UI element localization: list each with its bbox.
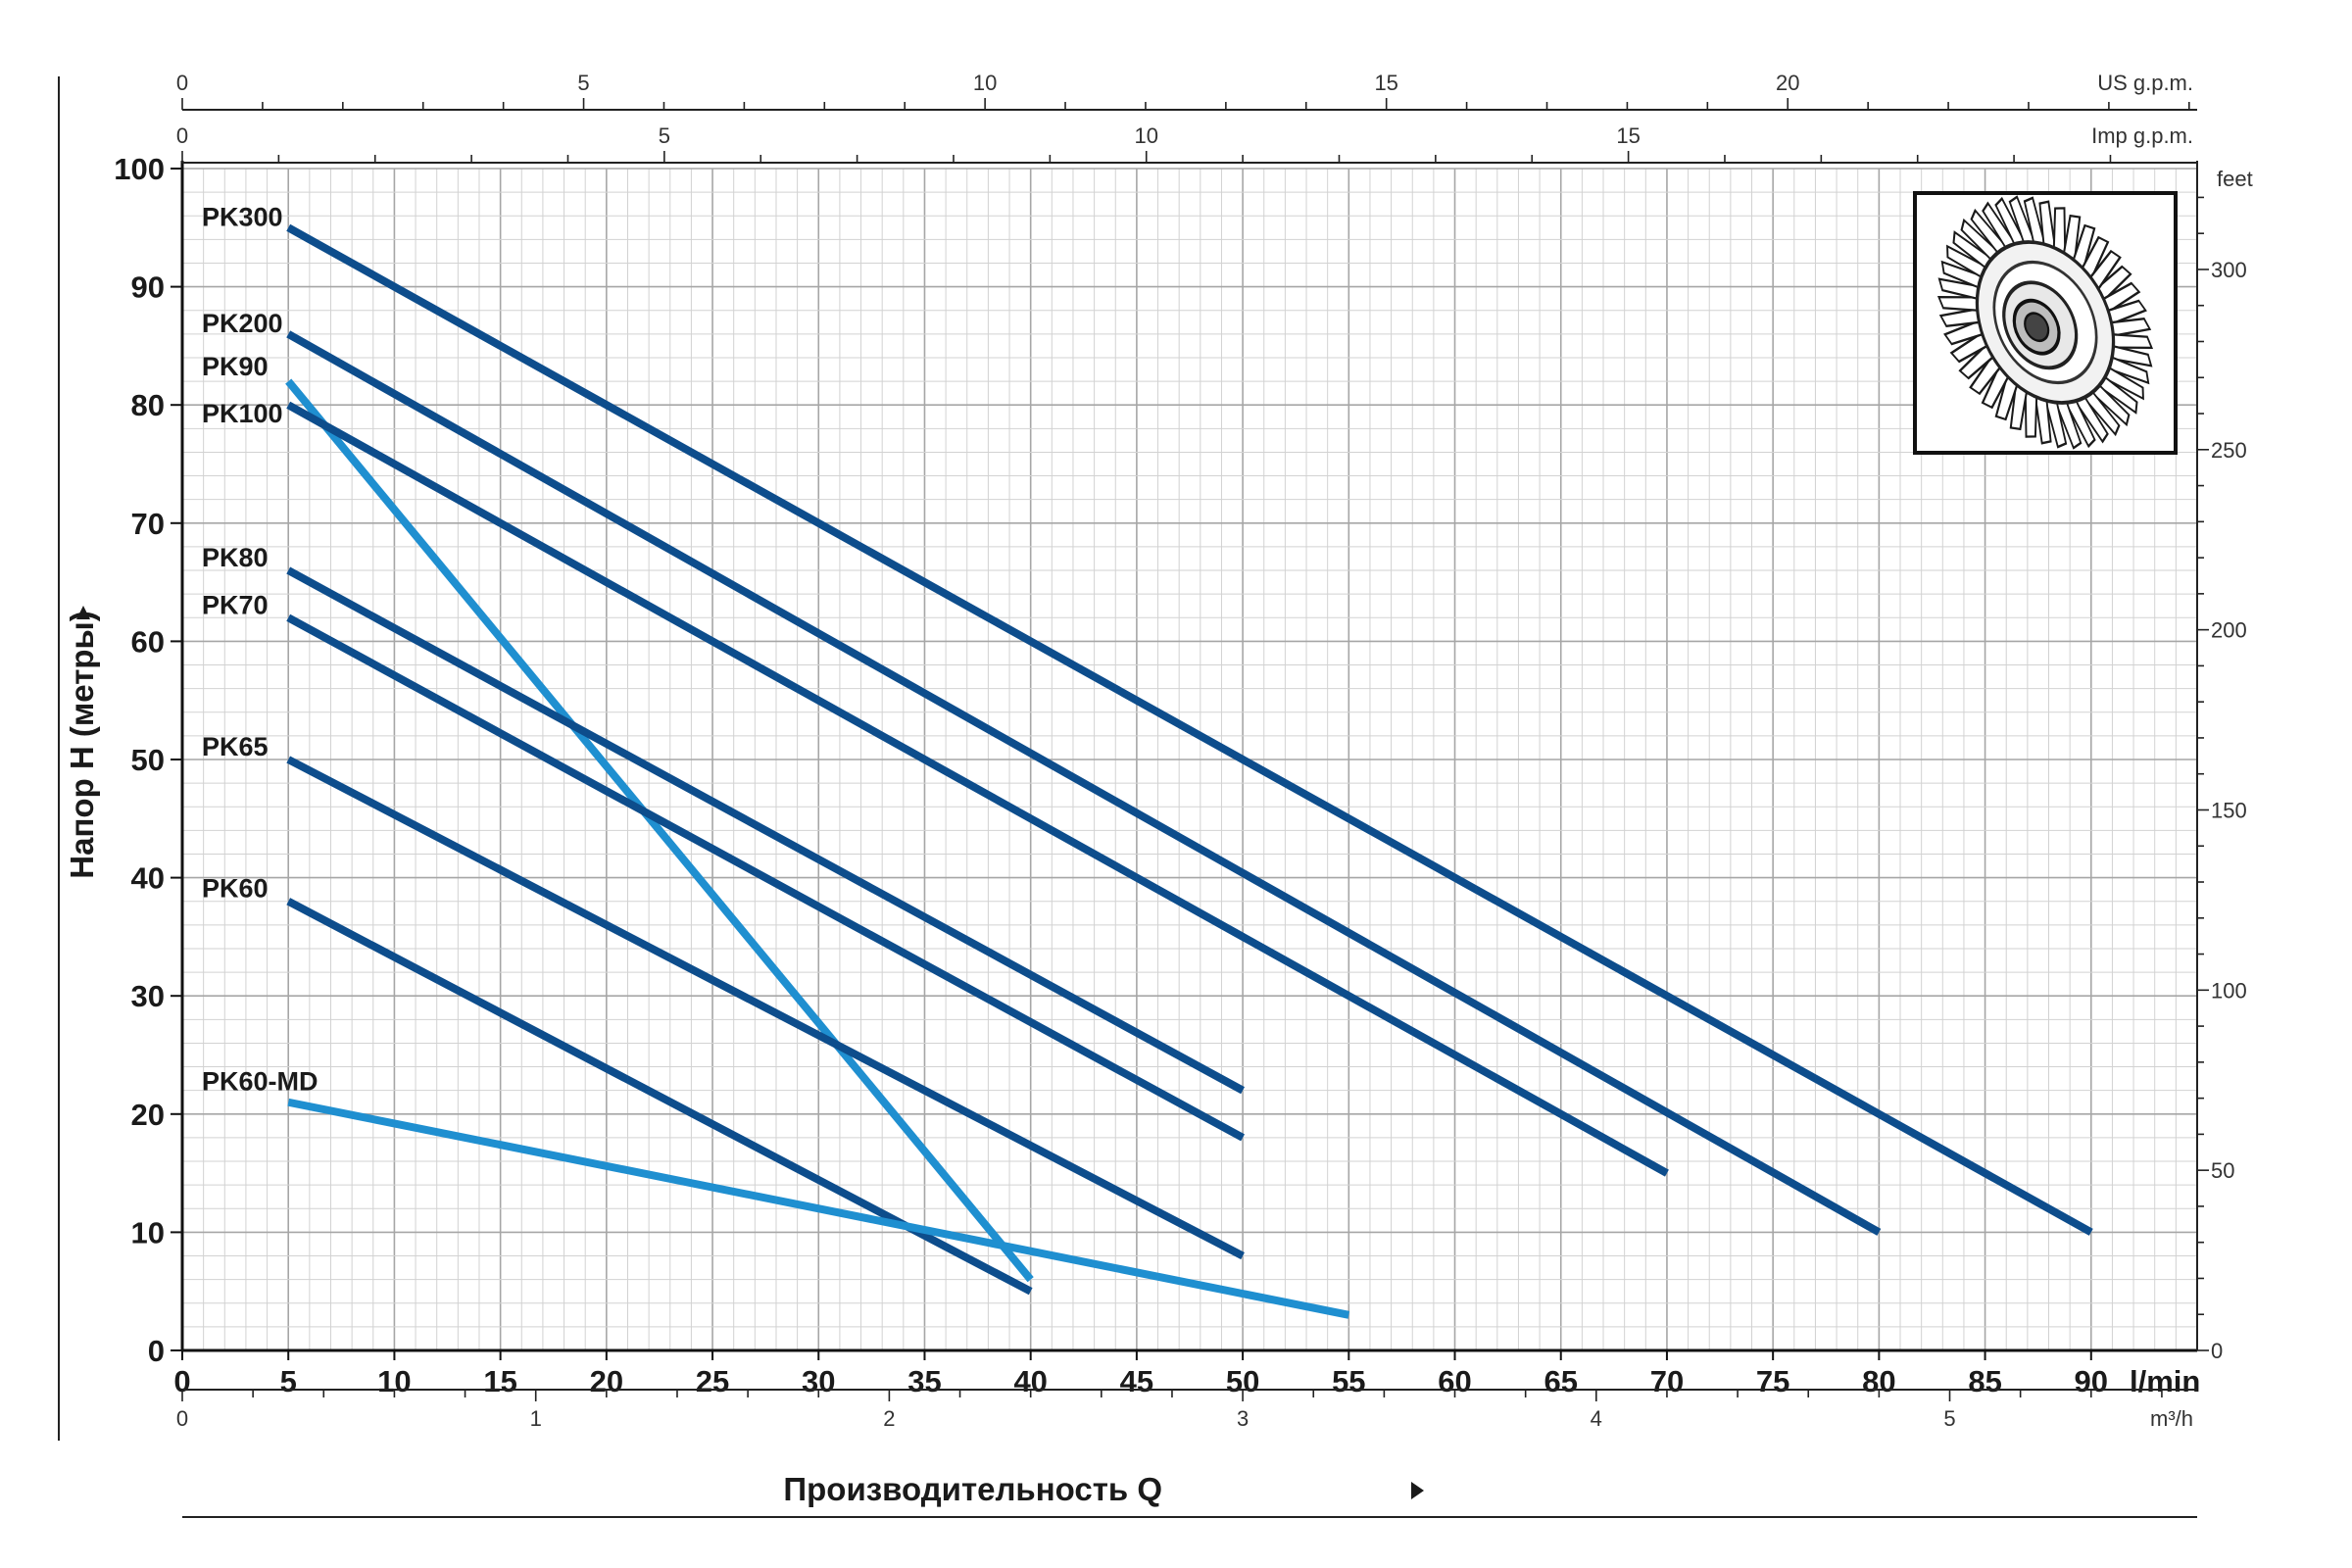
m3h-axis-tick-label: 1 — [530, 1406, 542, 1431]
series-line-pk200 — [286, 330, 1882, 1236]
m3h-axis-tick-label: 3 — [1237, 1406, 1249, 1431]
series-label-pk65: PK65 — [202, 732, 269, 761]
x-tick-label: 75 — [1756, 1364, 1789, 1398]
imp-gpm-axis-unit: Imp g.p.m. — [2091, 123, 2193, 148]
series-label-pk100: PK100 — [202, 399, 283, 428]
series-line-pk90 — [285, 378, 1034, 1283]
us-gpm-axis: 0 5 10 15 20 US g.p.m. — [176, 71, 2197, 111]
y-tick-label: 50 — [131, 743, 165, 777]
imp-gpm-axis-tick-label: 0 — [176, 123, 188, 148]
y-tick-label: 100 — [114, 152, 165, 186]
x-tick-label: 15 — [483, 1364, 516, 1398]
x-tick-label: 45 — [1120, 1364, 1153, 1398]
x-tick-label: 55 — [1332, 1364, 1365, 1398]
series-line-pk80 — [286, 566, 1246, 1095]
imp-gpm-axis-tick-label: 5 — [659, 123, 670, 148]
us-gpm-axis-unit: US g.p.m. — [2097, 71, 2193, 95]
feet-tick-label: 300 — [2211, 258, 2247, 282]
feet-tick-label: 100 — [2211, 978, 2247, 1003]
feet-unit: feet — [2217, 167, 2253, 191]
y-tick-label: 10 — [131, 1215, 165, 1250]
x-tick-label: 5 — [280, 1364, 297, 1398]
feet-tick-label: 250 — [2211, 438, 2247, 463]
m3h-axis-tick-label: 5 — [1943, 1406, 1955, 1431]
x-tick-label: 35 — [907, 1364, 941, 1398]
series-label-pk200: PK200 — [202, 309, 283, 338]
series-label-pk60: PK60 — [202, 874, 269, 904]
series-label-pk60-md: PK60-MD — [202, 1067, 318, 1097]
x-axis-title-arrow-icon — [1411, 1482, 1424, 1499]
m3h-axis-tick-label: 4 — [1591, 1406, 1602, 1431]
feet-tick-label: 50 — [2211, 1158, 2234, 1183]
us-gpm-axis-tick-label: 15 — [1374, 71, 1397, 95]
m3h-axis-tick-label: 2 — [883, 1406, 895, 1431]
y-axis-title: Напор H (метры) — [64, 611, 100, 878]
series-labels: PK300 PK200 PK90 PK100 PK80 PK70 PK65 PK60 PK60-… — [202, 202, 318, 1096]
x-tick-label: 65 — [1544, 1364, 1577, 1398]
y-tick-label: 80 — [131, 388, 165, 422]
imp-gpm-axis-tick-label: 10 — [1134, 123, 1157, 148]
y-tick-label: 70 — [131, 507, 165, 541]
x-tick-label: 25 — [696, 1364, 729, 1398]
y-tick-label: 30 — [131, 979, 165, 1013]
y-axis-title-arrow-icon — [76, 606, 90, 619]
y-tick-label: 20 — [131, 1098, 165, 1132]
y-tick-label: 40 — [131, 861, 165, 896]
y-axis-title-text: Напор H (метры) — [64, 611, 100, 878]
x-unit-label: l/min — [2130, 1364, 2200, 1398]
feet-tick-label: 200 — [2211, 618, 2247, 643]
series-line-pk100 — [286, 401, 1669, 1177]
feet-tick-label: 0 — [2211, 1339, 2223, 1363]
series-line-pk70 — [286, 613, 1246, 1142]
impeller-inset — [1913, 191, 2178, 455]
m3h-axis: 0 1 2 3 4 5 m³/h — [176, 1389, 2197, 1431]
grid — [181, 168, 2198, 1351]
m3h-axis-tick-label: 0 — [176, 1406, 188, 1431]
us-gpm-axis-tick-label: 10 — [973, 71, 997, 95]
series-label-pk70: PK70 — [202, 590, 269, 619]
y-tick-label: 0 — [148, 1334, 165, 1368]
m3h-axis-unit: m³/h — [2150, 1406, 2193, 1431]
series-line-pk65 — [286, 756, 1245, 1260]
us-gpm-axis-tick-label: 0 — [176, 71, 188, 95]
series-label-pk90: PK90 — [202, 352, 269, 381]
y-tick-label: 60 — [131, 624, 165, 659]
series-label-pk80: PK80 — [202, 543, 269, 572]
imp-gpm-axis-tick-label: 15 — [1616, 123, 1640, 148]
y-tick-label: 90 — [131, 270, 165, 305]
series-line-pk60-md — [287, 1098, 1350, 1319]
impeller-icon — [1936, 195, 2154, 450]
x-tick-label: 85 — [1968, 1364, 2001, 1398]
x-axis-title: Производительность Q — [783, 1471, 1162, 1507]
imp-gpm-axis: 0 5 10 15 Imp g.p.m. — [176, 123, 2197, 164]
us-gpm-axis-tick-label: 20 — [1776, 71, 1799, 95]
us-gpm-axis-tick-label: 5 — [577, 71, 589, 95]
series-label-pk300: PK300 — [202, 202, 283, 231]
series-lines — [285, 223, 2093, 1319]
feet-tick-label: 150 — [2211, 798, 2247, 822]
series-line-pk300 — [286, 223, 2093, 1236]
